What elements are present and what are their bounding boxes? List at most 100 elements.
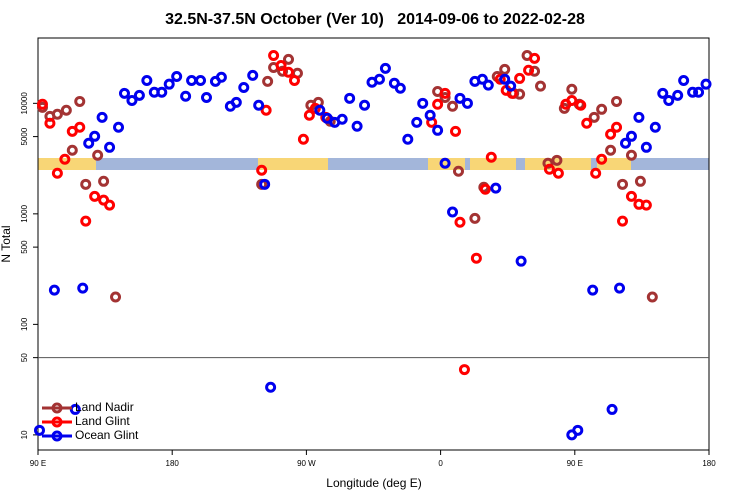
point <box>92 149 104 161</box>
x-tick-label: 0 <box>438 459 443 468</box>
series <box>36 49 652 376</box>
point <box>450 125 462 137</box>
point <box>640 141 652 153</box>
point <box>439 87 451 99</box>
point <box>649 121 661 133</box>
point <box>523 64 535 76</box>
point <box>529 65 541 77</box>
plot-frame <box>37 37 710 451</box>
point <box>611 121 623 133</box>
point <box>336 113 348 125</box>
point <box>171 70 183 82</box>
point <box>452 165 464 177</box>
y-axis-label: N Total <box>0 225 13 262</box>
series <box>33 62 712 441</box>
point <box>104 141 116 153</box>
point <box>640 199 652 211</box>
point <box>283 66 295 78</box>
point <box>51 108 63 120</box>
point <box>439 157 451 169</box>
point <box>98 175 110 187</box>
point <box>113 121 125 133</box>
point <box>260 104 272 116</box>
point <box>542 157 554 169</box>
point <box>617 178 629 190</box>
point <box>551 154 563 166</box>
legend-marker <box>51 416 63 428</box>
point <box>89 130 101 142</box>
point <box>447 100 459 112</box>
point <box>454 216 466 228</box>
x-tick-label: 90 E <box>30 459 46 468</box>
point <box>499 63 511 75</box>
point <box>402 133 414 145</box>
point <box>424 109 436 121</box>
y-tick-label: 50 <box>20 353 29 362</box>
point <box>379 62 391 74</box>
point <box>83 137 95 149</box>
point <box>156 86 168 98</box>
point <box>394 82 406 94</box>
point <box>646 291 658 303</box>
point <box>80 215 92 227</box>
y-tick-label: 10000 <box>20 92 29 115</box>
point <box>283 53 295 65</box>
point <box>230 96 242 108</box>
point <box>633 111 645 123</box>
legend-marker <box>51 402 63 414</box>
point <box>133 89 145 101</box>
point <box>439 91 451 103</box>
y-tick-label: 100 <box>20 317 29 331</box>
x-tick-label: 90 W <box>297 459 316 468</box>
point <box>303 109 315 121</box>
point <box>60 104 72 116</box>
point <box>458 364 470 376</box>
point <box>195 74 207 86</box>
point <box>89 190 101 202</box>
point <box>118 87 130 99</box>
point <box>672 89 684 101</box>
point <box>663 95 675 107</box>
point <box>351 120 363 132</box>
point <box>51 167 63 179</box>
y-tick-label: 10 <box>20 430 29 439</box>
point <box>275 59 287 71</box>
legend-label: Ocean Glint <box>75 428 139 442</box>
point <box>482 79 494 91</box>
legend-marker <box>51 430 63 442</box>
point <box>543 163 555 175</box>
point <box>359 99 371 111</box>
point <box>515 255 527 267</box>
point <box>625 190 637 202</box>
point <box>163 78 175 90</box>
point <box>566 83 578 95</box>
point <box>200 91 212 103</box>
point <box>476 73 488 85</box>
point <box>77 282 89 294</box>
point <box>256 164 268 176</box>
point <box>596 103 608 115</box>
point <box>596 153 608 165</box>
point <box>373 73 385 85</box>
point <box>432 98 444 110</box>
point <box>247 69 259 81</box>
point <box>588 111 600 123</box>
point <box>494 73 506 85</box>
point <box>44 117 56 129</box>
point <box>96 111 108 123</box>
point <box>288 74 300 86</box>
point <box>215 71 227 83</box>
point <box>552 167 564 179</box>
point <box>479 183 491 195</box>
map-strip <box>38 158 709 170</box>
point <box>180 90 192 102</box>
point <box>265 381 277 393</box>
point <box>499 73 511 85</box>
point <box>587 284 599 296</box>
point <box>141 74 153 86</box>
point <box>48 284 60 296</box>
point <box>619 137 631 149</box>
point <box>344 92 356 104</box>
point <box>74 95 86 107</box>
